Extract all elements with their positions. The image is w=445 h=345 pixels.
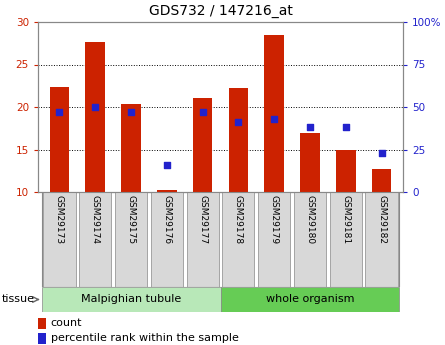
Text: GSM29175: GSM29175 — [126, 195, 136, 244]
FancyBboxPatch shape — [79, 192, 111, 287]
Point — [92, 104, 99, 110]
FancyBboxPatch shape — [43, 192, 76, 287]
Text: GSM29181: GSM29181 — [341, 195, 350, 244]
FancyBboxPatch shape — [330, 192, 362, 287]
Bar — [264, 35, 284, 192]
Bar — [38, 333, 46, 344]
Bar — [121, 104, 141, 192]
Bar — [229, 88, 248, 192]
Bar — [157, 190, 177, 192]
FancyBboxPatch shape — [186, 192, 218, 287]
Text: Malpighian tubule: Malpighian tubule — [81, 295, 181, 305]
Text: GSM29177: GSM29177 — [198, 195, 207, 244]
FancyBboxPatch shape — [41, 287, 221, 312]
Point — [271, 116, 278, 122]
Text: whole organism: whole organism — [266, 295, 354, 305]
Title: GDS732 / 147216_at: GDS732 / 147216_at — [149, 4, 292, 18]
Text: tissue: tissue — [2, 295, 35, 305]
Bar — [372, 169, 391, 192]
Text: count: count — [51, 318, 82, 328]
FancyBboxPatch shape — [294, 192, 326, 287]
Point — [378, 150, 385, 156]
Point — [163, 162, 170, 168]
Point — [342, 125, 349, 130]
FancyBboxPatch shape — [151, 192, 183, 287]
FancyBboxPatch shape — [221, 287, 400, 312]
Bar — [38, 318, 46, 328]
FancyBboxPatch shape — [222, 192, 255, 287]
Point — [56, 109, 63, 115]
Bar — [193, 98, 212, 192]
Text: GSM29179: GSM29179 — [270, 195, 279, 244]
Text: GSM29180: GSM29180 — [305, 195, 315, 244]
Text: GSM29176: GSM29176 — [162, 195, 171, 244]
Point — [307, 125, 314, 130]
Bar — [50, 87, 69, 192]
FancyBboxPatch shape — [365, 192, 398, 287]
Text: percentile rank within the sample: percentile rank within the sample — [51, 333, 239, 343]
FancyBboxPatch shape — [258, 192, 290, 287]
Text: GSM29182: GSM29182 — [377, 195, 386, 244]
Text: GSM29178: GSM29178 — [234, 195, 243, 244]
Bar — [85, 41, 105, 192]
Point — [127, 109, 134, 115]
Bar — [300, 132, 320, 192]
Point — [235, 119, 242, 125]
FancyBboxPatch shape — [115, 192, 147, 287]
Bar — [336, 149, 356, 192]
Point — [199, 109, 206, 115]
Text: GSM29173: GSM29173 — [55, 195, 64, 244]
Text: GSM29174: GSM29174 — [91, 195, 100, 244]
